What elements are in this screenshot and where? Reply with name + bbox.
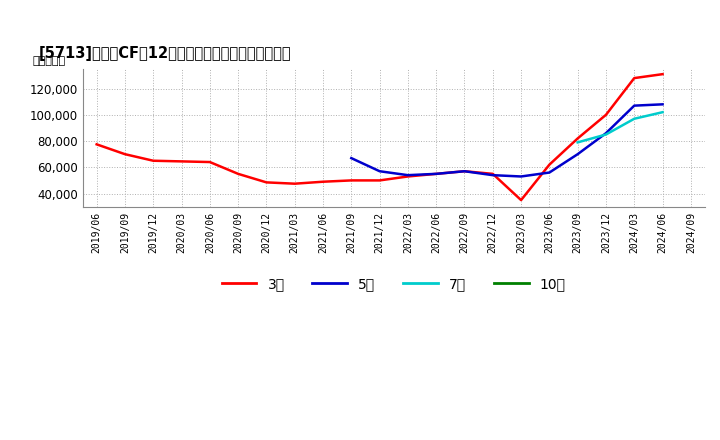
- 3年: [319, 179, 328, 184]
- 5年: [488, 172, 497, 178]
- 5年: [375, 169, 384, 174]
- 3年: [517, 198, 526, 203]
- 5年: [630, 103, 639, 108]
- Line: 3年: 3年: [96, 74, 662, 200]
- 5年: [658, 102, 667, 107]
- Line: 5年: 5年: [351, 104, 662, 176]
- Legend: 3年, 5年, 7年, 10年: 3年, 5年, 7年, 10年: [216, 271, 572, 297]
- 3年: [177, 159, 186, 164]
- 5年: [517, 174, 526, 179]
- 5年: [602, 131, 611, 136]
- 3年: [149, 158, 158, 163]
- 3年: [404, 174, 413, 179]
- 3年: [262, 180, 271, 185]
- Text: （百万円）: （百万円）: [32, 56, 66, 66]
- 3年: [375, 178, 384, 183]
- Text: [5713]　投賄CFだ12か月移動合計の標準偏差の推移: [5713] 投賄CFだ12か月移動合計の標準偏差の推移: [39, 46, 292, 61]
- 5年: [545, 170, 554, 175]
- 3年: [658, 72, 667, 77]
- 5年: [404, 172, 413, 178]
- 3年: [290, 181, 299, 186]
- 5年: [432, 171, 441, 176]
- 3年: [602, 112, 611, 117]
- 3年: [121, 151, 130, 157]
- 7年: [630, 116, 639, 121]
- 3年: [573, 136, 582, 141]
- 3年: [92, 142, 101, 147]
- 5年: [347, 155, 356, 161]
- 3年: [545, 162, 554, 167]
- 3年: [630, 75, 639, 81]
- 3年: [488, 171, 497, 176]
- Line: 7年: 7年: [577, 112, 662, 143]
- 7年: [573, 140, 582, 145]
- 7年: [602, 132, 611, 137]
- 3年: [205, 159, 214, 165]
- 5年: [573, 151, 582, 157]
- 3年: [460, 169, 469, 174]
- 3年: [234, 171, 243, 176]
- 7年: [658, 110, 667, 115]
- 3年: [432, 171, 441, 176]
- 3年: [347, 178, 356, 183]
- 5年: [460, 169, 469, 174]
